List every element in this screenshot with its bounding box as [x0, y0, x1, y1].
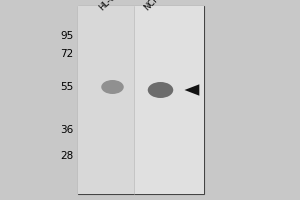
Polygon shape — [184, 84, 199, 96]
Text: 95: 95 — [60, 31, 74, 41]
Text: 55: 55 — [60, 82, 74, 92]
Text: NCI-H460: NCI-H460 — [142, 0, 177, 12]
Text: HL-60: HL-60 — [97, 0, 121, 12]
Bar — [78, 6, 134, 194]
Bar — [78, 6, 204, 194]
Bar — [134, 6, 204, 194]
Text: 72: 72 — [60, 49, 74, 59]
Ellipse shape — [148, 82, 173, 98]
Text: 28: 28 — [60, 151, 74, 161]
Ellipse shape — [101, 80, 124, 94]
Text: 36: 36 — [60, 125, 74, 135]
